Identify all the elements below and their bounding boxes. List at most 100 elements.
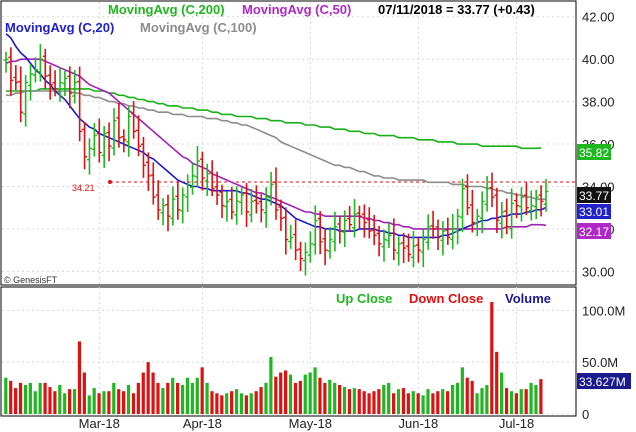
volume-bar xyxy=(382,384,386,414)
volume-bar xyxy=(23,384,28,414)
price-bar xyxy=(376,225,382,257)
price-bar xyxy=(298,241,304,272)
volume-bar xyxy=(338,384,342,414)
volume-tick-label: 50.0M xyxy=(582,355,618,370)
volume-bar xyxy=(68,389,72,414)
price-bar xyxy=(460,178,466,233)
volume-bar xyxy=(259,387,263,414)
price-bar xyxy=(523,182,529,216)
volume-tick-label: 0 xyxy=(582,407,589,422)
volume-bar xyxy=(436,391,440,414)
price-bar xyxy=(293,219,299,261)
price-bar xyxy=(450,213,456,250)
volume-bar xyxy=(396,389,401,414)
volume-bar xyxy=(131,393,136,414)
volume-bar xyxy=(529,382,533,414)
volume-bar xyxy=(411,391,415,414)
price-bar xyxy=(410,230,416,268)
price-bar xyxy=(386,222,392,248)
price-bar xyxy=(229,186,235,220)
reference-label: 34.21 xyxy=(72,183,95,193)
volume-bar xyxy=(146,362,150,414)
price-bar xyxy=(268,171,274,206)
price-bar xyxy=(283,207,289,255)
price-bar xyxy=(278,199,284,231)
price-bar xyxy=(543,178,549,212)
volume-bar xyxy=(151,372,155,414)
volume-bar xyxy=(387,382,391,414)
price-bar xyxy=(504,198,510,235)
legend-ma50: MovingAvg (C,50) xyxy=(242,2,351,17)
legend-quote: 07/11/2018 = 33.77 (+0.43) xyxy=(378,2,535,17)
volume-bar xyxy=(446,391,450,414)
price-bar xyxy=(406,233,412,262)
volume-bar xyxy=(92,388,96,414)
price-bar xyxy=(248,188,254,223)
volume-bar xyxy=(97,393,101,414)
ma100-line xyxy=(6,90,546,200)
price-bar xyxy=(3,51,9,73)
price-bar xyxy=(244,183,250,228)
price-bar xyxy=(111,108,117,156)
price-bars xyxy=(3,44,549,276)
price-bar xyxy=(23,75,29,127)
price-bar xyxy=(538,185,544,217)
volume-bar xyxy=(9,380,13,414)
volume-bar xyxy=(122,391,126,414)
volume-bar xyxy=(72,389,77,414)
price-bar xyxy=(209,160,215,197)
price-tick-label: 30.00 xyxy=(582,264,615,279)
price-bar xyxy=(28,64,34,101)
ma200-line xyxy=(6,88,542,150)
volume-bar xyxy=(377,389,381,414)
volume-bar xyxy=(450,384,455,414)
price-bar xyxy=(474,208,480,237)
price-bar xyxy=(145,152,151,191)
volume-bar xyxy=(333,382,337,414)
volume-bar xyxy=(293,382,298,414)
badge-last-price: 33.77 xyxy=(577,187,611,203)
volume-bar xyxy=(107,391,111,414)
price-bar xyxy=(101,126,107,168)
volume-bar xyxy=(524,389,528,414)
price-bar xyxy=(47,65,53,100)
price-bar xyxy=(199,151,205,191)
volume-bar xyxy=(190,382,194,414)
date-tick-label: Mar-18 xyxy=(79,416,120,431)
price-bar xyxy=(435,219,441,250)
price-tick-label: 42.00 xyxy=(582,10,615,25)
volume-bar xyxy=(342,387,347,414)
price-bar xyxy=(425,214,431,250)
legend-ma100: MovingAvg (C,100) xyxy=(140,20,257,35)
volume-bar xyxy=(303,374,307,414)
volume-bar xyxy=(180,384,185,414)
price-bar xyxy=(52,70,58,97)
volume-bar xyxy=(264,382,268,414)
legend-ma200: MovingAvg (C,200) xyxy=(108,2,225,17)
price-bar xyxy=(57,67,63,102)
volume-bar xyxy=(77,341,82,414)
price-bar xyxy=(288,224,294,249)
price-bar xyxy=(185,174,191,212)
volume-bar xyxy=(200,367,204,414)
volume-bar xyxy=(284,370,288,414)
watermark: © GenesisFT xyxy=(4,275,58,285)
price-bar xyxy=(18,66,24,123)
volume-bar xyxy=(485,384,489,414)
price-bar xyxy=(96,118,102,163)
price-bar xyxy=(160,198,166,226)
volume-bar xyxy=(117,389,121,414)
volume-bar xyxy=(352,388,356,414)
volume-bar xyxy=(308,372,312,414)
volume-bar xyxy=(470,380,474,414)
price-bar xyxy=(415,237,421,263)
price-bar xyxy=(332,211,338,252)
price-bar xyxy=(533,189,539,220)
price-bar xyxy=(391,218,397,261)
price-bar xyxy=(366,207,372,239)
price-bar xyxy=(509,188,515,239)
volume-bar xyxy=(421,395,425,414)
price-bar xyxy=(361,204,367,238)
volume-bar xyxy=(215,393,219,414)
price-bar xyxy=(258,194,264,223)
